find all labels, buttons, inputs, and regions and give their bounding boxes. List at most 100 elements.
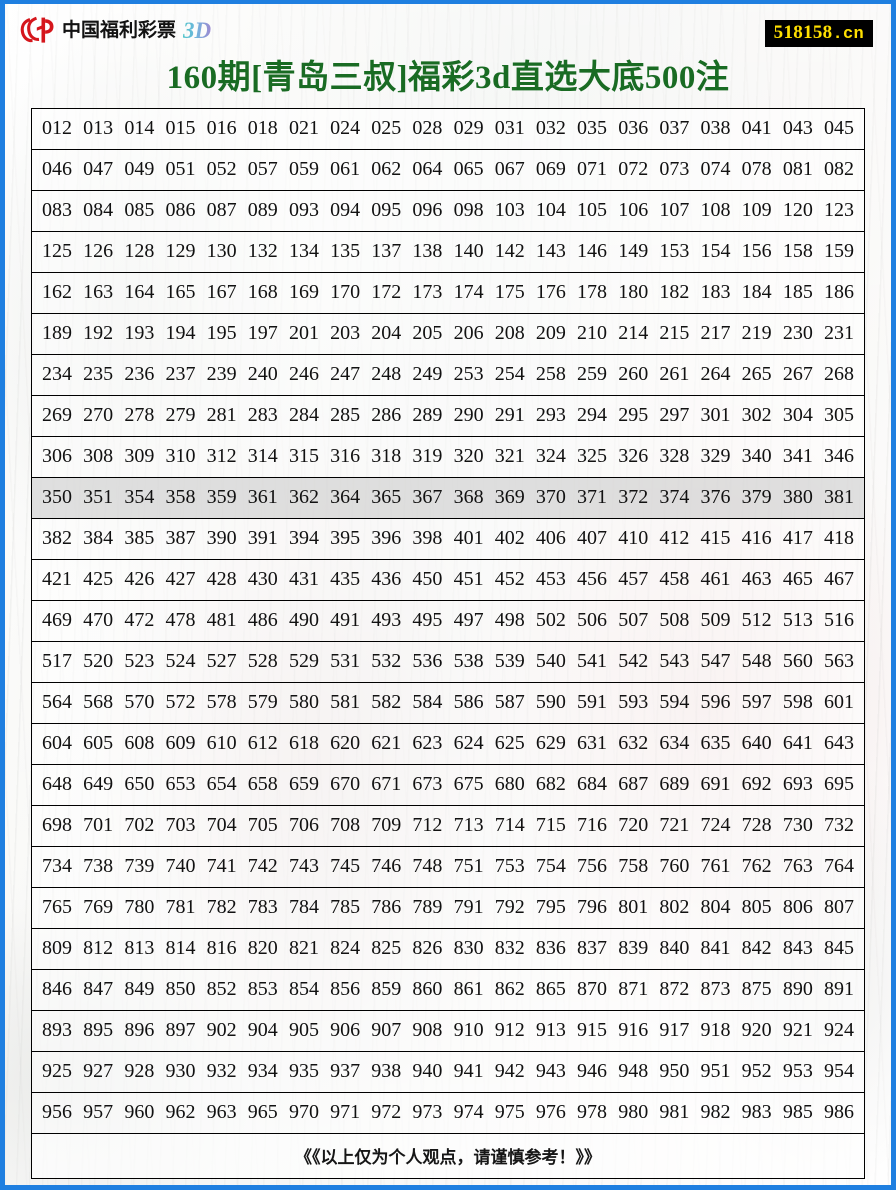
- number-item: 940: [412, 1060, 443, 1083]
- number-item: 708: [330, 814, 361, 837]
- number-item: 801: [618, 896, 649, 919]
- number-item: 308: [83, 445, 114, 468]
- number-item: 036: [618, 117, 649, 140]
- number-item: 584: [412, 691, 443, 714]
- number-item: 593: [618, 691, 649, 714]
- number-item: 094: [330, 199, 361, 222]
- number-item: 184: [741, 281, 772, 304]
- number-item: 895: [83, 1019, 114, 1042]
- number-item: 921: [782, 1019, 813, 1042]
- number-item: 029: [453, 117, 484, 140]
- number-item: 972: [371, 1101, 402, 1124]
- number-item: 761: [700, 855, 731, 878]
- number-item: 820: [247, 937, 278, 960]
- number-item: 941: [453, 1060, 484, 1083]
- disclaimer-note: 《《以上仅为个人观点，请谨慎参考！》》: [31, 1132, 865, 1179]
- number-item: 265: [741, 363, 772, 386]
- number-item: 297: [659, 404, 690, 427]
- number-item: 594: [659, 691, 690, 714]
- number-item: 693: [782, 773, 813, 796]
- number-item: 206: [453, 322, 484, 345]
- number-item: 490: [288, 609, 319, 632]
- number-item: 751: [453, 855, 484, 878]
- number-item: 587: [494, 691, 525, 714]
- number-item: 730: [782, 814, 813, 837]
- number-item: 743: [288, 855, 319, 878]
- number-item: 452: [494, 568, 525, 591]
- number-item: 948: [618, 1060, 649, 1083]
- number-item: 072: [618, 158, 649, 181]
- number-list: 648 649 650 653 654 658 659 670 671 673 675 680 682 6…: [42, 773, 854, 796]
- number-item: 285: [330, 404, 361, 427]
- table-row: 125 126 128 129 130 132 134 135 137 138 140 142 143 1…: [31, 230, 865, 273]
- number-item: 643: [823, 732, 854, 755]
- number-item: 321: [494, 445, 525, 468]
- number-item: 754: [535, 855, 566, 878]
- number-item: 724: [700, 814, 731, 837]
- number-item: 563: [823, 650, 854, 673]
- number-item: 230: [782, 322, 813, 345]
- number-list: 604 605 608 609 610 612 618 620 621 623 624 625 629 6…: [42, 732, 854, 755]
- number-row-cell: 734 738 739 740 741 742 743 745 746 748 751 753 754 7…: [31, 845, 865, 888]
- number-item: 394: [288, 527, 319, 550]
- number-item: 153: [659, 240, 690, 263]
- number-item: 764: [823, 855, 854, 878]
- number-item: 291: [494, 404, 525, 427]
- number-row-cell: 925 927 928 930 932 934 935 937 938 940 941 942 943 9…: [31, 1050, 865, 1093]
- number-item: 064: [412, 158, 443, 181]
- number-item: 709: [371, 814, 402, 837]
- number-item: 162: [42, 281, 72, 304]
- number-item: 539: [494, 650, 525, 673]
- number-item: 284: [288, 404, 319, 427]
- number-list: 956 957 960 962 963 965 970 971 972 973 974 975 976 9…: [42, 1101, 854, 1124]
- number-item: 164: [124, 281, 155, 304]
- number-item: 532: [371, 650, 402, 673]
- number-list: 046 047 049 051 052 057 059 061 062 064 065 067 069 0…: [42, 158, 854, 181]
- number-item: 247: [330, 363, 361, 386]
- number-item: 260: [618, 363, 649, 386]
- table-row: 421 425 426 427 428 430 431 435 436 450 451 452 453 4…: [31, 558, 865, 601]
- number-item: 675: [453, 773, 484, 796]
- number-item: 814: [165, 937, 196, 960]
- number-item: 507: [618, 609, 649, 632]
- number-item: 564: [42, 691, 72, 714]
- page-title: 160期[青岛三叔]福彩3d直选大底500注: [166, 60, 730, 96]
- number-item: 705: [247, 814, 278, 837]
- number-item: 279: [165, 404, 196, 427]
- number-item: 896: [124, 1019, 155, 1042]
- number-item: 193: [124, 322, 155, 345]
- number-item: 289: [412, 404, 443, 427]
- number-item: 086: [165, 199, 196, 222]
- number-item: 703: [165, 814, 196, 837]
- number-item: 108: [700, 199, 731, 222]
- number-item: 267: [782, 363, 813, 386]
- number-item: 084: [83, 199, 114, 222]
- number-item: 304: [782, 404, 813, 427]
- number-item: 536: [412, 650, 443, 673]
- number-item: 156: [741, 240, 772, 263]
- number-grid-table: 012 013 014 015 016 018 021 024 025 028 029 031 032 0…: [31, 107, 865, 1179]
- number-item: 395: [330, 527, 361, 550]
- number-item: 624: [453, 732, 484, 755]
- number-item: 716: [577, 814, 608, 837]
- number-row-cell: 698 701 702 703 704 705 706 708 709 712 713 714 715 7…: [31, 804, 865, 847]
- number-item: 975: [494, 1101, 525, 1124]
- table-row: 350 351 354 358 359 361 362 364 365 367 368 369 370 3…: [31, 476, 865, 519]
- number-item: 381: [823, 486, 854, 509]
- number-item: 293: [535, 404, 566, 427]
- number-item: 301: [700, 404, 731, 427]
- number-item: 913: [535, 1019, 566, 1042]
- number-item: 380: [782, 486, 813, 509]
- number-item: 418: [823, 527, 854, 550]
- number-item: 310: [165, 445, 196, 468]
- site-badge: 518158.cn: [764, 20, 873, 47]
- number-item: 493: [371, 609, 402, 632]
- number-item: 186: [823, 281, 854, 304]
- number-item: 659: [288, 773, 319, 796]
- number-item: 621: [371, 732, 402, 755]
- number-item: 385: [124, 527, 155, 550]
- number-item: 862: [494, 978, 525, 1001]
- number-item: 132: [247, 240, 278, 263]
- number-item: 370: [535, 486, 566, 509]
- number-item: 137: [371, 240, 402, 263]
